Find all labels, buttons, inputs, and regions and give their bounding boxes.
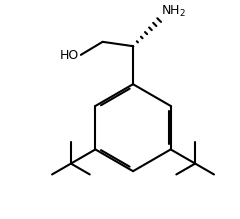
Text: NH$_2$: NH$_2$ [161,4,186,19]
Text: HO: HO [60,49,79,62]
